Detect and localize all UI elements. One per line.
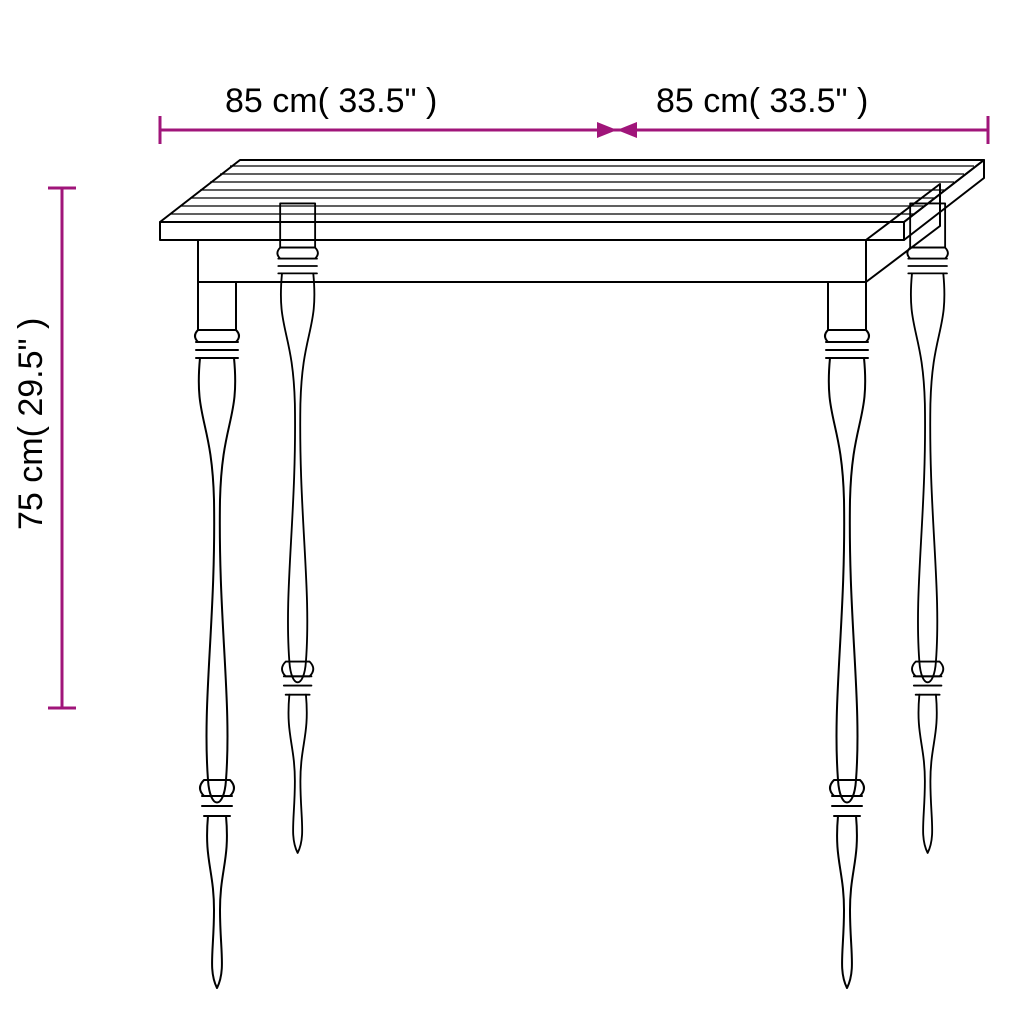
leg-front-right xyxy=(825,282,869,988)
leg-back-left xyxy=(277,203,317,853)
height-label: 75 cm( 29.5" ) xyxy=(12,318,50,530)
dimension-diagram: 85 cm( 33.5" ) 85 cm( 33.5" ) 75 cm( 29.… xyxy=(0,0,1024,1024)
leg-front-left xyxy=(195,282,239,988)
table-slats xyxy=(170,166,974,214)
width-dimension: 85 cm( 33.5" ) xyxy=(160,82,617,144)
width-label: 85 cm( 33.5" ) xyxy=(225,82,437,120)
depth-dimension: 85 cm( 33.5" ) xyxy=(617,82,988,144)
height-dimension: 75 cm( 29.5" ) xyxy=(12,188,76,708)
depth-label: 85 cm( 33.5" ) xyxy=(656,82,868,120)
leg-back-right xyxy=(907,203,947,853)
table-drawing xyxy=(160,160,984,988)
